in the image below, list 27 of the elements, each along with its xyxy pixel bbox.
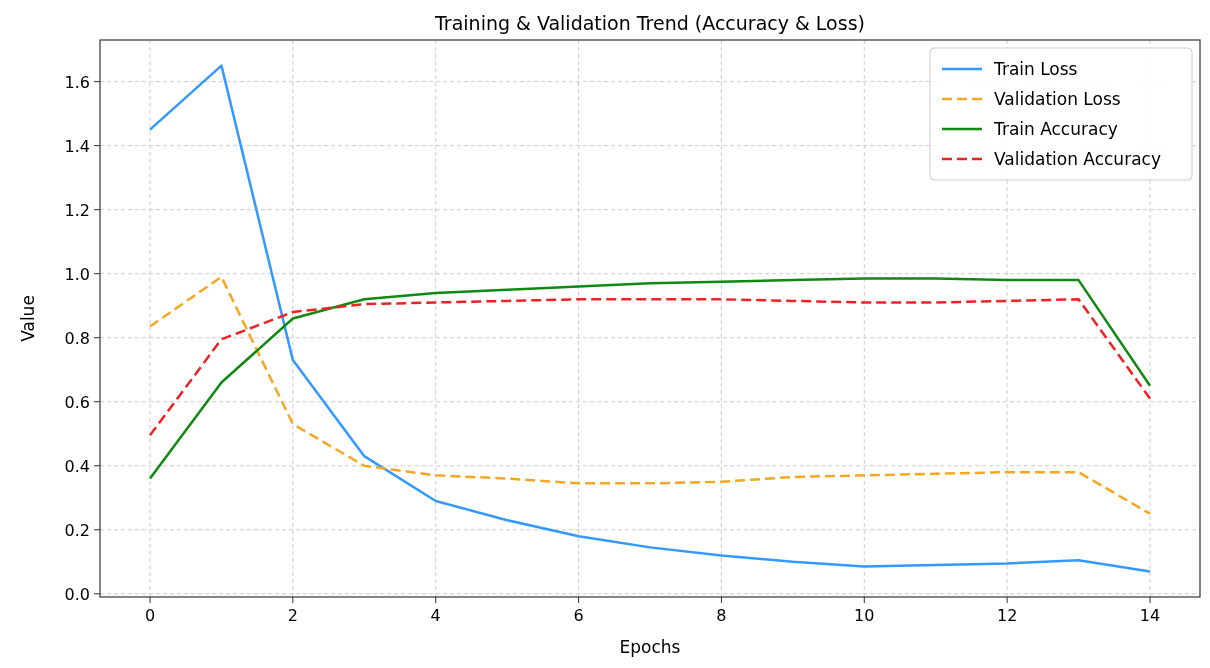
x-tick-label: 2 bbox=[287, 606, 298, 625]
x-axis-title: Epochs bbox=[619, 637, 681, 657]
y-axis-title: Value bbox=[18, 295, 38, 342]
chart-title: Training & Validation Trend (Accuracy & Loss) bbox=[434, 12, 865, 34]
legend-label: Train Accuracy bbox=[993, 119, 1118, 139]
y-tick-label: 1.0 bbox=[64, 264, 90, 284]
y-tick-label: 1.4 bbox=[64, 136, 90, 156]
x-tick-label: 14 bbox=[1139, 606, 1161, 625]
x-tick-label: 4 bbox=[430, 606, 441, 625]
y-tick-label: 0.0 bbox=[64, 584, 90, 604]
legend-label: Validation Accuracy bbox=[994, 149, 1161, 169]
x-tick-label: 0 bbox=[144, 606, 156, 625]
y-tick-label: 0.6 bbox=[64, 392, 90, 412]
line-series bbox=[148, 275, 1152, 516]
x-tick-label: 6 bbox=[573, 606, 584, 625]
legend-label: Train Loss bbox=[993, 59, 1078, 79]
y-tick-label: 1.2 bbox=[64, 200, 90, 220]
x-tick-label: 10 bbox=[854, 606, 875, 625]
legend-label: Validation Loss bbox=[994, 89, 1121, 109]
x-tick-label: 12 bbox=[996, 606, 1018, 625]
x-tick-label: 8 bbox=[716, 606, 727, 625]
y-tick-label: 1.6 bbox=[64, 72, 90, 92]
line-series bbox=[148, 298, 1152, 437]
y-tick-label: 0.8 bbox=[64, 328, 90, 348]
line-series bbox=[148, 277, 1152, 480]
y-tick-label: 0.2 bbox=[64, 520, 90, 540]
y-tick-label: 0.4 bbox=[64, 456, 90, 476]
